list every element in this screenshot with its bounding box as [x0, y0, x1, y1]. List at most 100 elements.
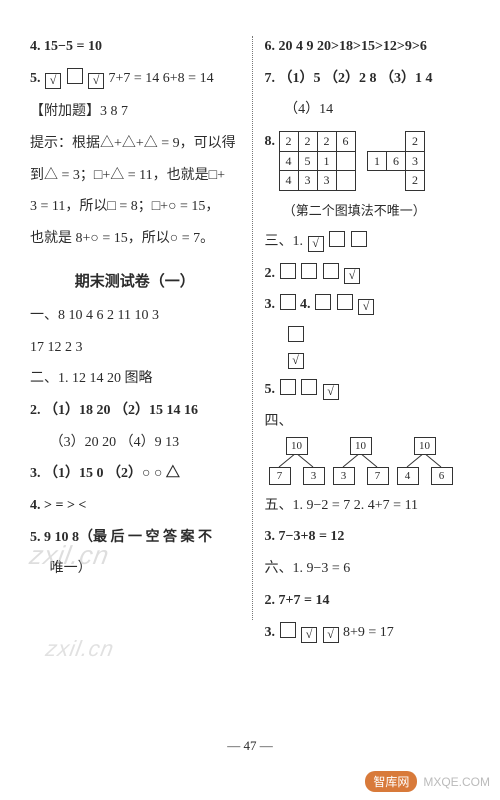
section-3-lead: 三、1. [265, 234, 307, 249]
number-bond: 10 4 6 [397, 437, 451, 487]
cell [387, 171, 406, 191]
grid-2: 2 163 2 [367, 131, 444, 191]
checkbox-icon [344, 268, 360, 284]
bond-right: 3 [303, 467, 325, 485]
cell [368, 171, 387, 191]
section-2-item2a-text: 2. （1）18 20 （2）15 14 16 [30, 403, 198, 418]
cell: 1 [317, 151, 336, 171]
item-4: 4. 15−5 = 10 [30, 36, 240, 58]
bond-top: 10 [414, 437, 436, 455]
section-3-item3b [265, 326, 475, 369]
item-5-tail: 7+7 = 14 6+8 = 14 [109, 71, 214, 86]
cell [368, 132, 387, 152]
checkbox-icon [315, 294, 331, 310]
section-6-item2-text: 2. 7+7 = 14 [265, 593, 330, 608]
cell: 1 [368, 151, 387, 171]
item-4-text: 4. 15−5 = 10 [30, 39, 102, 54]
cell: 5 [298, 151, 317, 171]
item-8-note: （第二个图填法不唯一） [265, 201, 475, 221]
item-6: 6. 20 4 9 20>18>15>12>9>6 [265, 36, 475, 58]
checkbox-icon [280, 294, 296, 310]
section-3-item2: 2. [265, 263, 475, 285]
checkbox-icon [323, 384, 339, 400]
bond-left: 3 [333, 467, 355, 485]
cell [425, 132, 444, 152]
item-7-text: 7. （1）5 （2）2 8 （3）1 4 [265, 71, 433, 86]
section-3-item5-lead: 5. [265, 382, 279, 397]
cell: 4 [279, 151, 298, 171]
left-column: 4. 15−5 = 10 5. 7+7 = 14 6+8 = 14 【附加题】3… [30, 36, 250, 620]
item-8-lead: 8. [265, 134, 276, 149]
bond-top: 10 [286, 437, 308, 455]
hint-line-4: 也就是 8+○ = 15，所以○ = 7。 [30, 228, 240, 250]
item-5: 5. 7+7 = 14 6+8 = 14 [30, 68, 240, 90]
item-8: 8. 2226 451 433 2 163 2 [265, 131, 475, 191]
bonus-label: 【附加题】3 8 7 [30, 101, 240, 123]
two-column-layout: 4. 15−5 = 10 5. 7+7 = 14 6+8 = 14 【附加题】3… [0, 0, 500, 680]
section-2-item5a: 5. 9 10 8（最 后 一 空 答 案 不 [30, 527, 240, 549]
cell: 4 [279, 171, 298, 191]
section-3-item1: 三、1. [265, 231, 475, 253]
section-6-item1: 六、1. 9−3 = 6 [265, 558, 475, 580]
column-divider [252, 36, 253, 620]
item-7: 7. （1）5 （2）2 8 （3）1 4 [265, 68, 475, 90]
section-2-item5b: 唯一） [30, 558, 240, 580]
section-4-lead: 四、 [265, 411, 475, 433]
cell: 2 [406, 132, 425, 152]
section-2-item4-text: 4. > = > < [30, 498, 86, 513]
number-bond-row: 10 7 3 10 3 7 10 4 6 [269, 437, 475, 487]
checkbox-icon [329, 231, 345, 247]
watermark-badge: 智库网 [365, 771, 417, 792]
hint-line-2: 到△ = 3；□+△ = 11，也就是□+ [30, 165, 240, 187]
section-2-item3-text: 3. （1）15 0 （2）○ ○ △ [30, 466, 180, 481]
section-2-item1: 二、1. 12 14 20 图略 [30, 368, 240, 390]
checkbox-icon [45, 73, 61, 89]
checkbox-icon [288, 326, 304, 342]
section-3-item4-lead: 4. [300, 297, 314, 312]
checkbox-icon [308, 236, 324, 252]
section-6-item2: 2. 7+7 = 14 [265, 590, 475, 612]
section-2-item5a-text: 5. 9 10 8（最 后 一 空 答 案 不 [30, 530, 212, 545]
checkbox-icon [301, 379, 317, 395]
bond-left: 7 [269, 467, 291, 485]
right-column: 6. 20 4 9 20>18>15>12>9>6 7. （1）5 （2）2 8… [255, 36, 475, 620]
number-bond: 10 3 7 [333, 437, 387, 487]
checkbox-icon [88, 73, 104, 89]
section-5-item1: 五、1. 9−2 = 7 2. 4+7 = 11 [265, 495, 475, 517]
exam-title: 期末测试卷（一） [30, 270, 240, 291]
bond-left: 4 [397, 467, 419, 485]
cell [425, 151, 444, 171]
checkbox-icon [323, 627, 339, 643]
checkbox-icon [280, 622, 296, 638]
checkbox-icon [301, 627, 317, 643]
checkbox-icon [323, 263, 339, 279]
cell: 2 [406, 171, 425, 191]
section-1-line2: 17 12 2 3 [30, 337, 240, 359]
checkbox-icon [351, 231, 367, 247]
section-6-item3-lead: 3. [265, 625, 279, 640]
hint-line-1: 提示：根据△+△+△ = 9，可以得 [30, 133, 240, 155]
checkbox-icon [280, 263, 296, 279]
hint-label: 提示： [30, 136, 72, 151]
section-2-item2b: （3）20 20 （4）9 13 [30, 432, 240, 454]
section-6-item3-tail: 8+9 = 17 [343, 625, 394, 640]
section-5-item3: 3. 7−3+8 = 12 [265, 526, 475, 548]
section-6-item3: 3. 8+9 = 17 [265, 622, 475, 644]
cell [387, 132, 406, 152]
section-3-item3-4: 3. 4. [265, 294, 475, 316]
bond-top: 10 [350, 437, 372, 455]
checkbox-icon [358, 299, 374, 315]
checkbox-icon [67, 68, 83, 84]
item-5-lead: 5. [30, 71, 44, 86]
hint-text: 根据△+△+△ = 9，可以得 [72, 136, 236, 151]
item-7b: （4）14 [265, 99, 475, 121]
cell: 2 [298, 132, 317, 152]
checkbox-icon [301, 263, 317, 279]
cell: 2 [279, 132, 298, 152]
section-5-item3-text: 3. 7−3+8 = 12 [265, 529, 345, 544]
section-2-item3: 3. （1）15 0 （2）○ ○ △ [30, 463, 240, 485]
section-3-item5: 5. [265, 379, 475, 401]
cell: 3 [406, 151, 425, 171]
grid-1: 2226 451 433 [279, 131, 356, 191]
checkbox-icon [280, 379, 296, 395]
